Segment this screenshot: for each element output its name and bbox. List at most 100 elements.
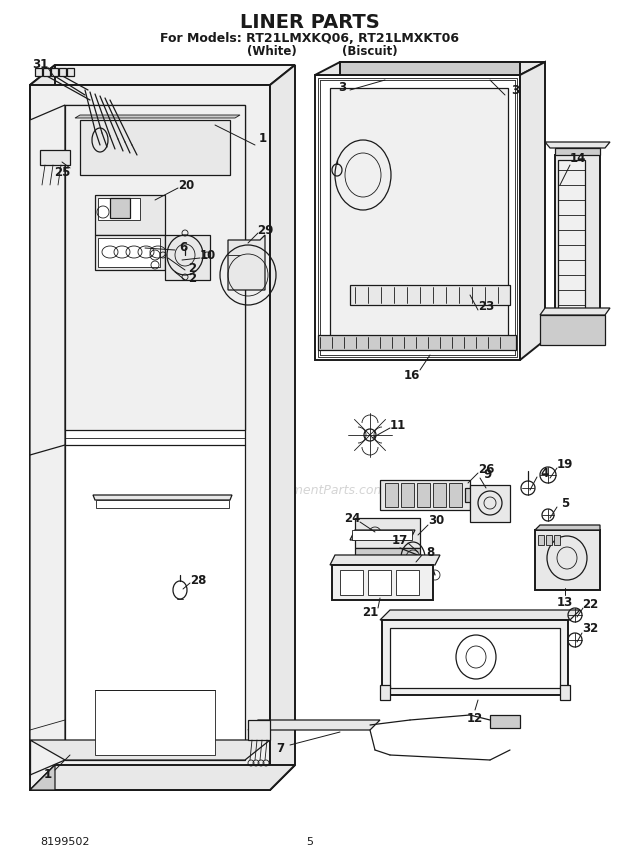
Text: 13: 13 — [557, 597, 573, 609]
Text: 6: 6 — [179, 241, 187, 253]
Polygon shape — [401, 483, 414, 507]
Polygon shape — [35, 68, 42, 76]
Polygon shape — [228, 235, 265, 290]
Polygon shape — [408, 574, 418, 580]
Polygon shape — [95, 195, 165, 235]
Polygon shape — [382, 620, 568, 695]
Text: 16: 16 — [404, 368, 420, 382]
Polygon shape — [540, 315, 605, 345]
Polygon shape — [390, 628, 560, 688]
Polygon shape — [95, 690, 215, 755]
Polygon shape — [330, 88, 508, 348]
Polygon shape — [248, 720, 270, 740]
Text: 4: 4 — [541, 467, 549, 479]
Polygon shape — [318, 335, 516, 350]
Polygon shape — [30, 85, 270, 790]
Polygon shape — [350, 285, 510, 305]
Text: (White): (White) — [247, 45, 297, 57]
Polygon shape — [65, 105, 245, 760]
Polygon shape — [51, 68, 58, 76]
Polygon shape — [98, 198, 140, 220]
Text: 32: 32 — [582, 622, 598, 635]
Text: 19: 19 — [557, 457, 573, 471]
Text: eReplacementParts.com: eReplacementParts.com — [234, 484, 386, 496]
Text: 5: 5 — [561, 496, 569, 509]
Polygon shape — [30, 765, 295, 790]
Polygon shape — [98, 238, 160, 267]
Text: 25: 25 — [54, 165, 70, 179]
Polygon shape — [30, 740, 270, 760]
Polygon shape — [417, 483, 430, 507]
Text: 28: 28 — [190, 574, 206, 586]
Polygon shape — [368, 570, 391, 595]
Polygon shape — [520, 62, 545, 360]
Text: 14: 14 — [570, 152, 586, 164]
Text: 22: 22 — [582, 597, 598, 610]
Text: 21: 21 — [362, 605, 378, 619]
Polygon shape — [350, 530, 415, 540]
Polygon shape — [558, 160, 585, 335]
Polygon shape — [433, 483, 446, 507]
Text: 10: 10 — [200, 248, 216, 261]
Polygon shape — [30, 105, 65, 775]
Polygon shape — [30, 65, 295, 85]
Polygon shape — [93, 495, 232, 500]
Text: 12: 12 — [467, 711, 483, 724]
Text: 30: 30 — [428, 514, 444, 527]
Polygon shape — [470, 485, 510, 522]
Text: 2: 2 — [188, 271, 196, 284]
Text: 20: 20 — [178, 179, 194, 192]
Text: (Biscuit): (Biscuit) — [342, 45, 398, 57]
Polygon shape — [248, 720, 380, 730]
Text: LINER PARTS: LINER PARTS — [240, 13, 380, 32]
Polygon shape — [396, 570, 419, 595]
Polygon shape — [165, 235, 210, 280]
Text: 11: 11 — [390, 419, 406, 431]
Polygon shape — [43, 68, 50, 76]
Polygon shape — [380, 610, 580, 620]
Polygon shape — [555, 148, 600, 155]
Text: 9: 9 — [484, 467, 492, 480]
Text: 3: 3 — [338, 80, 346, 93]
Polygon shape — [30, 65, 55, 330]
Polygon shape — [59, 68, 66, 76]
Polygon shape — [352, 530, 412, 540]
Polygon shape — [554, 535, 560, 545]
Text: 24: 24 — [344, 513, 360, 526]
Polygon shape — [40, 150, 70, 165]
Text: 26: 26 — [478, 462, 494, 475]
Polygon shape — [95, 235, 165, 270]
Polygon shape — [75, 115, 240, 118]
Text: 29: 29 — [257, 223, 273, 236]
Polygon shape — [555, 155, 600, 340]
Text: 23: 23 — [478, 300, 494, 312]
Polygon shape — [538, 535, 544, 545]
Polygon shape — [546, 535, 552, 545]
Polygon shape — [110, 198, 130, 218]
Polygon shape — [465, 488, 478, 502]
Polygon shape — [385, 483, 398, 507]
Polygon shape — [535, 530, 600, 590]
Polygon shape — [380, 480, 470, 510]
Text: 17: 17 — [392, 533, 408, 546]
Text: For Models: RT21LMXKQ06, RT21LMXKT06: For Models: RT21LMXKQ06, RT21LMXKT06 — [161, 32, 459, 45]
Text: 31: 31 — [32, 57, 48, 70]
Polygon shape — [490, 715, 520, 728]
Polygon shape — [315, 62, 545, 75]
Polygon shape — [355, 518, 420, 548]
Text: 1: 1 — [44, 769, 52, 782]
Polygon shape — [96, 500, 229, 508]
Text: 3: 3 — [511, 84, 519, 97]
Text: 5: 5 — [306, 837, 314, 847]
Polygon shape — [65, 105, 245, 430]
Polygon shape — [67, 68, 74, 76]
Text: 8199502: 8199502 — [40, 837, 89, 847]
Text: 7: 7 — [276, 741, 284, 754]
Polygon shape — [30, 765, 55, 790]
Polygon shape — [270, 65, 295, 790]
Polygon shape — [340, 62, 520, 75]
Polygon shape — [545, 142, 610, 148]
Text: 1: 1 — [259, 132, 267, 145]
Text: 2: 2 — [188, 261, 196, 275]
Polygon shape — [355, 548, 420, 555]
